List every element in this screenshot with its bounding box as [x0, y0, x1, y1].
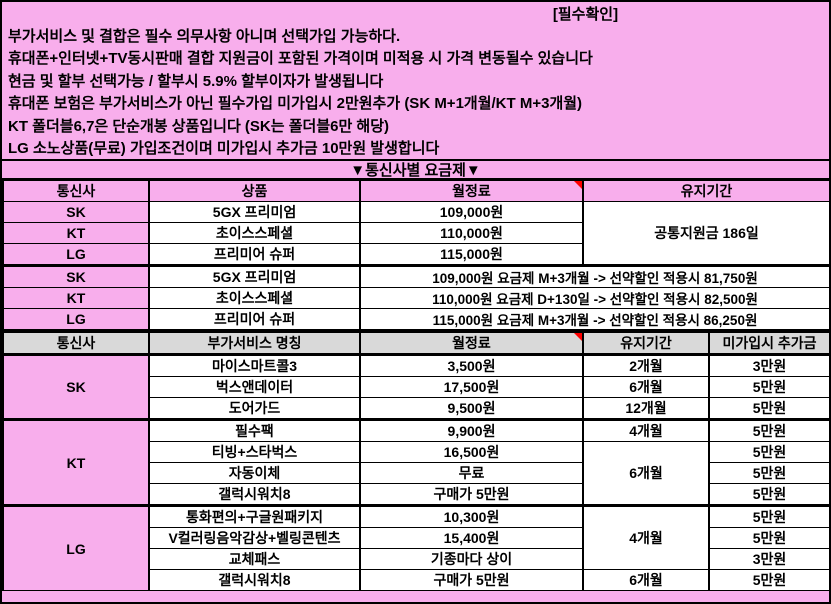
- period-cell: 6개월: [582, 569, 710, 591]
- comment-indicator-icon[interactable]: [574, 333, 581, 341]
- period-cell: 12개월: [582, 397, 710, 421]
- monthly-cell: 15,400원: [359, 527, 584, 549]
- col-header-monthly-label: 월정료: [452, 335, 491, 351]
- monthly-cell: 9,900원: [359, 419, 584, 442]
- monthly-cell: 16,500원: [359, 441, 584, 463]
- col-header-carrier: 통신사: [2, 332, 150, 356]
- carrier-cell: KT: [2, 222, 150, 244]
- monthly-cell: 109,000원: [359, 201, 584, 223]
- carrier-cell: KT: [2, 287, 150, 309]
- product-cell: 5GX 프리미엄: [148, 264, 361, 288]
- monthly-cell: 9,500원: [359, 397, 584, 421]
- period-cell: 6개월: [582, 441, 710, 507]
- monthly-cell: 115,000원: [359, 243, 584, 267]
- period-cell: 4개월: [582, 505, 710, 570]
- penalty-cell: 5만원: [708, 419, 829, 442]
- monthly-cell: 구매가 5만원: [359, 569, 584, 591]
- addon-table: 통신사 부가서비스 명칭 월정료 유지기간 미가입시 추가금 SK 마이스마트콜…: [2, 332, 829, 591]
- monthly-cell: 구매가 5만원: [359, 483, 584, 507]
- notice-line: KT 폴더블6,7은 단순개봉 상품입니다 (SK는 폴더블6만 해당): [8, 117, 390, 135]
- period-cell: 4개월: [582, 419, 710, 442]
- monthly-cell: 기종마다 상이: [359, 548, 584, 570]
- addon-name-cell: 마이스마트콜3: [148, 354, 361, 377]
- addon-name-cell: 자동이체: [148, 462, 361, 484]
- support-note-cell: 공통지원금 186일: [582, 201, 829, 266]
- col-header-monthly: 월정료: [359, 180, 584, 202]
- addon-name-cell: 도어가드: [148, 397, 361, 421]
- addon-name-cell: 벅스앤데이터: [148, 376, 361, 398]
- col-header-carrier: 통신사: [2, 180, 150, 202]
- carrier-cell: LG: [2, 243, 150, 267]
- comment-indicator-icon[interactable]: [574, 181, 581, 189]
- carrier-cell: SK: [2, 354, 150, 421]
- carrier-cell: SK: [2, 201, 150, 223]
- product-cell: 초이스스페셜: [148, 287, 361, 309]
- addon-name-cell: 필수팩: [148, 419, 361, 442]
- plan-table: 통신사 상품 월정료 유지기간 SK 5GX 프리미엄 109,000원 공통지…: [2, 180, 829, 332]
- notice-line: LG 소노상품(무료) 가입조건이며 미가입시 추가금 10만원 발생합니다: [8, 140, 440, 158]
- addon-name-cell: 갤럭시워치8: [148, 483, 361, 507]
- addon-name-cell: 교체패스: [148, 548, 361, 570]
- penalty-cell: 5만원: [708, 505, 829, 528]
- discount-detail-cell: 110,000원 요금제 D+130일 -> 선약할인 적용시 82,500원: [359, 287, 829, 309]
- product-cell: 프리미어 슈퍼: [148, 243, 361, 267]
- penalty-cell: 5만원: [708, 397, 829, 421]
- addon-name-cell: 티빙+스타벅스: [148, 441, 361, 463]
- monthly-cell: 10,300원: [359, 505, 584, 528]
- notice-line: 휴대폰 보험은 부가서비스가 아닌 필수가입 미가입시 2만원추가 (SK M+…: [8, 95, 583, 113]
- col-header-penalty: 미가입시 추가금: [708, 332, 829, 356]
- period-cell: 6개월: [582, 376, 710, 398]
- discount-detail-cell: 115,000원 요금제 M+3개월 -> 선약할인 적용시 86,250원: [359, 308, 829, 332]
- product-cell: 5GX 프리미엄: [148, 201, 361, 223]
- section-title: ▼통신사별 요금제▼: [2, 159, 829, 180]
- col-header-period: 유지기간: [582, 332, 710, 356]
- monthly-cell: 17,500원: [359, 376, 584, 398]
- notice-line: 현금 및 할부 선택가능 / 할부시 5.9% 할부이자가 발생됩니다: [8, 72, 384, 90]
- addon-name-cell: 통화편의+구글원패키지: [148, 505, 361, 528]
- col-header-product: 상품: [148, 180, 361, 202]
- monthly-cell: 무료: [359, 462, 584, 484]
- carrier-cell: SK: [2, 264, 150, 288]
- col-header-monthly-label: 월정료: [452, 183, 491, 199]
- carrier-cell: LG: [2, 505, 150, 591]
- notice-line: 부가서비스 및 결합은 필수 의무사항 아니며 선택가입 가능하다.: [8, 28, 401, 46]
- penalty-cell: 5만원: [708, 483, 829, 507]
- penalty-cell: 5만원: [708, 569, 829, 591]
- addon-name-cell: 갤럭시워치8: [148, 569, 361, 591]
- addon-name-cell: V컬러링음악감상+벨링콘텐츠: [148, 527, 361, 549]
- penalty-cell: 3만원: [708, 354, 829, 377]
- col-header-monthly: 월정료: [359, 332, 584, 356]
- notice-title: [필수확인]: [552, 5, 619, 23]
- penalty-cell: 5만원: [708, 462, 829, 484]
- penalty-cell: 3만원: [708, 548, 829, 570]
- period-cell: 2개월: [582, 354, 710, 377]
- notice-block: [필수확인] 부가서비스 및 결합은 필수 의무사항 아니며 선택가입 가능하다…: [2, 2, 829, 159]
- penalty-cell: 5만원: [708, 527, 829, 549]
- monthly-cell: 110,000원: [359, 222, 584, 244]
- monthly-cell: 3,500원: [359, 354, 584, 377]
- discount-detail-cell: 109,000원 요금제 M+3개월 -> 선약할인 적용시 81,750원: [359, 264, 829, 288]
- penalty-cell: 5만원: [708, 376, 829, 398]
- notice-line: 휴대폰+인터넷+TV동시판매 결합 지원금이 포함된 가격이며 미적용 시 가격…: [8, 50, 593, 68]
- carrier-cell: LG: [2, 308, 150, 332]
- col-header-period: 유지기간: [582, 180, 829, 202]
- penalty-cell: 5만원: [708, 441, 829, 463]
- carrier-cell: KT: [2, 419, 150, 507]
- product-cell: 초이스스페셜: [148, 222, 361, 244]
- product-cell: 프리미어 슈퍼: [148, 308, 361, 332]
- col-header-addon-name: 부가서비스 명칭: [148, 332, 361, 356]
